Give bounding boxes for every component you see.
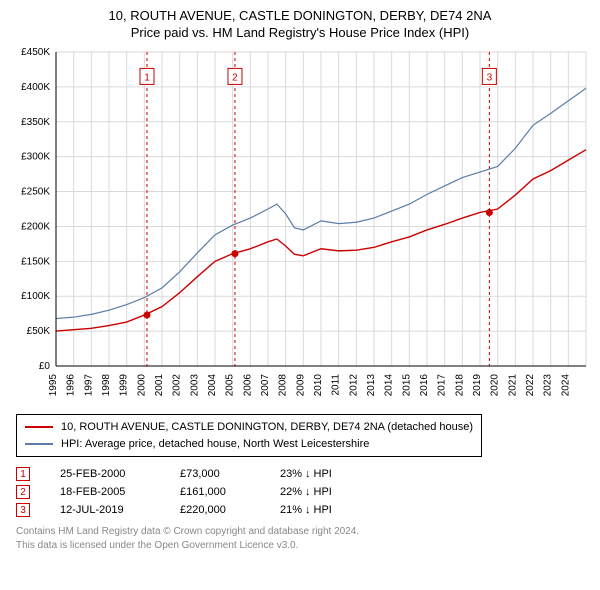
sale-price: £73,000 — [180, 468, 280, 480]
sales-table: 1 25-FEB-2000£73,00023%↓HPI 2 18-FEB-2005£1… — [16, 467, 592, 517]
svg-text:£200K: £200K — [21, 221, 50, 232]
svg-text:2000: 2000 — [136, 374, 147, 397]
svg-text:2024: 2024 — [560, 374, 571, 397]
svg-text:2002: 2002 — [172, 374, 183, 397]
svg-text:2013: 2013 — [366, 374, 377, 397]
sale-diff: 21%↓HPI — [280, 504, 332, 516]
svg-text:£400K: £400K — [21, 82, 50, 93]
legend: 10, ROUTH AVENUE, CASTLE DONINGTON, DERB… — [16, 414, 482, 457]
svg-text:2010: 2010 — [313, 374, 324, 397]
sale-marker-num: 3 — [487, 72, 493, 83]
svg-text:2014: 2014 — [384, 374, 395, 397]
sale-date: 18-FEB-2005 — [60, 486, 180, 498]
sale-diff: 22%↓HPI — [280, 486, 332, 498]
svg-text:1997: 1997 — [83, 374, 94, 397]
svg-text:2016: 2016 — [419, 374, 430, 397]
svg-text:2021: 2021 — [507, 374, 518, 397]
sale-date: 25-FEB-2000 — [60, 468, 180, 480]
sale-marker-dot — [143, 312, 150, 319]
svg-text:£300K: £300K — [21, 152, 50, 163]
chart-area: £0 £50K £100K £150K £200K £250K £300K £350K £400… — [8, 46, 592, 406]
title-line-1: 10, ROUTH AVENUE, CASTLE DONINGTON, DERB… — [8, 8, 592, 23]
svg-text:2003: 2003 — [189, 374, 200, 397]
sale-row: 3 12-JUL-2019£220,00021%↓HPI — [16, 503, 592, 517]
legend-label: HPI: Average price, detached house, Nort… — [61, 436, 369, 453]
down-arrow-icon: ↓ — [305, 486, 311, 498]
footer-line-1: Contains HM Land Registry data © Crown c… — [16, 525, 592, 539]
svg-text:2005: 2005 — [225, 374, 236, 397]
svg-text:£350K: £350K — [21, 117, 50, 128]
svg-text:2004: 2004 — [207, 374, 218, 397]
legend-row: 10, ROUTH AVENUE, CASTLE DONINGTON, DERB… — [25, 419, 473, 436]
svg-text:2011: 2011 — [331, 374, 342, 396]
svg-text:2008: 2008 — [278, 374, 289, 397]
sale-row-marker: 2 — [16, 485, 30, 499]
sale-diff: 23%↓HPI — [280, 468, 332, 480]
svg-text:2015: 2015 — [401, 374, 412, 397]
legend-swatch — [25, 426, 53, 428]
svg-text:2018: 2018 — [454, 374, 465, 397]
sale-marker-dot — [231, 250, 238, 257]
svg-text:1995: 1995 — [48, 374, 59, 397]
sale-row: 1 25-FEB-2000£73,00023%↓HPI — [16, 467, 592, 481]
footer-attribution: Contains HM Land Registry data © Crown c… — [16, 525, 592, 552]
sale-price: £161,000 — [180, 486, 280, 498]
svg-text:2022: 2022 — [525, 374, 536, 397]
svg-text:2017: 2017 — [437, 374, 448, 397]
sale-price: £220,000 — [180, 504, 280, 516]
footer-line-2: This data is licensed under the Open Gov… — [16, 539, 592, 553]
svg-text:£0: £0 — [39, 361, 51, 372]
sale-row-marker: 3 — [16, 503, 30, 517]
svg-text:1998: 1998 — [101, 374, 112, 397]
svg-text:2023: 2023 — [543, 374, 554, 397]
svg-text:1999: 1999 — [119, 374, 130, 397]
legend-label: 10, ROUTH AVENUE, CASTLE DONINGTON, DERB… — [61, 419, 473, 436]
sale-marker-dot — [486, 209, 493, 216]
sale-date: 12-JUL-2019 — [60, 504, 180, 516]
svg-text:£150K: £150K — [21, 256, 50, 267]
svg-text:£250K: £250K — [21, 187, 50, 198]
down-arrow-icon: ↓ — [305, 468, 311, 480]
sale-marker-num: 1 — [144, 72, 150, 83]
legend-swatch — [25, 443, 53, 445]
svg-text:£50K: £50K — [27, 326, 51, 337]
svg-text:2007: 2007 — [260, 374, 271, 397]
sale-row-marker: 1 — [16, 467, 30, 481]
line-chart-svg: £0 £50K £100K £150K £200K £250K £300K £350K £400… — [8, 46, 592, 406]
svg-text:2020: 2020 — [490, 374, 501, 397]
svg-text:2006: 2006 — [242, 374, 253, 397]
down-arrow-icon: ↓ — [305, 504, 311, 516]
svg-text:£100K: £100K — [21, 291, 50, 302]
chart-titles: 10, ROUTH AVENUE, CASTLE DONINGTON, DERB… — [8, 8, 592, 40]
legend-row: HPI: Average price, detached house, Nort… — [25, 436, 473, 453]
svg-text:2001: 2001 — [154, 374, 165, 397]
svg-text:2019: 2019 — [472, 374, 483, 397]
title-line-2: Price paid vs. HM Land Registry's House … — [8, 25, 592, 40]
svg-text:1996: 1996 — [66, 374, 77, 397]
svg-text:2009: 2009 — [295, 374, 306, 397]
svg-text:2012: 2012 — [348, 374, 359, 397]
sale-marker-num: 2 — [232, 72, 238, 83]
sale-row: 2 18-FEB-2005£161,00022%↓HPI — [16, 485, 592, 499]
svg-text:£450K: £450K — [21, 47, 50, 58]
